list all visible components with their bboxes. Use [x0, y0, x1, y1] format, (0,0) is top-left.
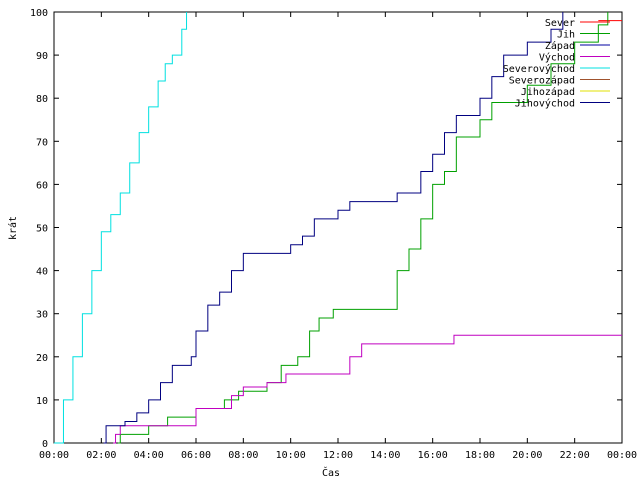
x-tick-label: 10:00	[276, 450, 306, 461]
legend-label: Severozápad	[509, 75, 575, 87]
x-tick-label: 08:00	[228, 450, 258, 461]
x-tick-label: 02:00	[86, 450, 116, 461]
y-tick-label: 50	[36, 224, 48, 235]
x-tick-label: 18:00	[465, 450, 495, 461]
y-tick-label: 100	[30, 8, 48, 19]
y-tick-label: 80	[36, 94, 48, 105]
y-tick-label: 40	[36, 267, 48, 278]
x-tick-label: 04:00	[134, 450, 164, 461]
y-tick-label: 30	[36, 310, 48, 321]
series-line-Východ	[113, 334, 622, 444]
y-tick-label: 0	[42, 439, 48, 450]
y-tick-label: 60	[36, 180, 48, 191]
x-tick-label: 14:00	[370, 450, 400, 461]
legend-label: Severovýchod	[503, 63, 575, 75]
x-tick-label: 12:00	[323, 450, 353, 461]
y-tick-label: 70	[36, 137, 48, 148]
x-tick-label: 22:00	[560, 450, 590, 461]
x-tick-label: 20:00	[512, 450, 542, 461]
series-lines	[54, 12, 622, 444]
x-tick-label: 00:00	[39, 450, 69, 461]
legend-label: Jihovýchod	[515, 98, 575, 110]
legend-label: Sever	[545, 18, 575, 29]
x-tick-label: 16:00	[418, 450, 448, 461]
x-tick-label: 00:00	[607, 450, 637, 461]
legend-label: Jihozápad	[521, 86, 575, 98]
x-tick-label: 06:00	[181, 450, 211, 461]
legend-label: Jih	[557, 30, 575, 41]
series-line-Severovýchod	[54, 12, 188, 444]
legend: SeverJihZápadVýchodSeverovýchodSeverozáp…	[503, 18, 610, 110]
y-tick-label: 10	[36, 396, 48, 407]
y-tick-label: 20	[36, 353, 48, 364]
legend-label: Západ	[545, 40, 575, 52]
series-line-Jihovýchod	[103, 12, 564, 444]
legend-label: Východ	[539, 52, 575, 64]
x-axis-label: Čas	[322, 466, 340, 479]
y-tick-label: 90	[36, 51, 48, 62]
y-axis-label: krát	[7, 216, 19, 240]
axis-ticks: 00:00 02:00 04:00 06:00 08:00 10:00 12:00 14:00…	[30, 8, 637, 461]
